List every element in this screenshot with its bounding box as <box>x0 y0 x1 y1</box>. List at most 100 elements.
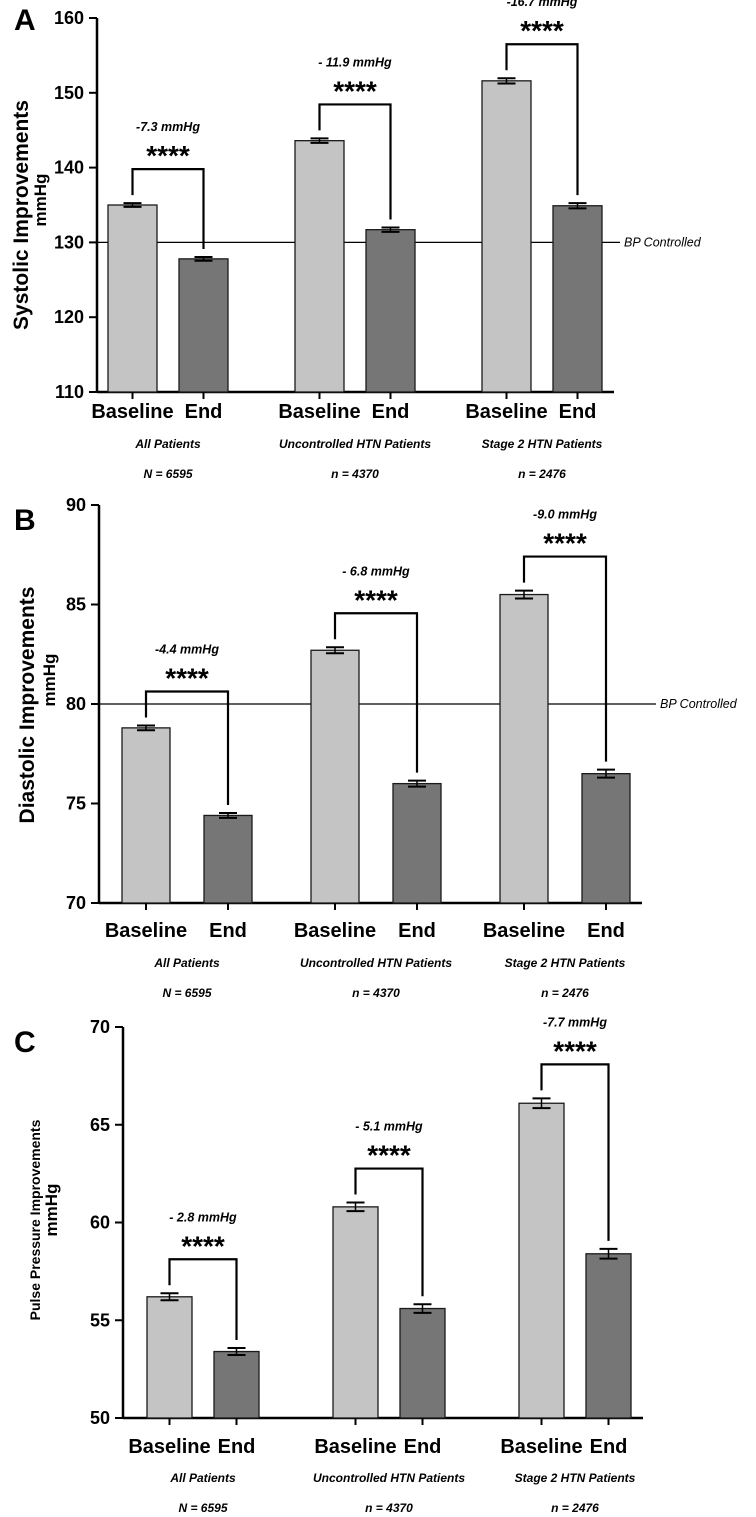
x-category-label: Baseline <box>465 401 547 423</box>
end-bar <box>178 258 229 393</box>
end-bar <box>203 814 253 904</box>
delta-label: - 11.9 mmHg <box>318 55 392 69</box>
significance-bracket <box>354 1167 424 1297</box>
baseline-bar <box>310 649 360 904</box>
end-bar <box>399 1307 446 1419</box>
significance-stars: **** <box>146 140 190 171</box>
baseline-bar <box>518 1102 565 1419</box>
x-category-label: End <box>209 920 247 942</box>
reference-line-label: BP Controlled <box>660 697 738 711</box>
x-category-label: End <box>218 1436 256 1458</box>
x-category-label: End <box>398 920 436 942</box>
error-bar <box>123 202 142 208</box>
delta-label: -7.7 mmHg <box>543 1015 607 1029</box>
error-bar <box>597 768 615 779</box>
bar-group: Baseline End **** - 5.1 mmHg Uncontrolled HT… <box>313 1120 465 1515</box>
y-tick-label: 80 <box>66 694 86 714</box>
y-tick-label: 65 <box>90 1115 110 1135</box>
delta-label: - 2.8 mmHg <box>169 1210 237 1224</box>
group-n-label: N = 6595 <box>178 1501 227 1515</box>
y-tick-label: 110 <box>55 382 84 402</box>
group-label: All Patients <box>153 956 220 970</box>
x-category-label: Baseline <box>483 920 565 942</box>
group-label: Stage 2 HTN Patients <box>482 437 603 451</box>
y-tick-label: 55 <box>90 1310 110 1330</box>
y-tick-label: 70 <box>90 1017 110 1037</box>
bar-group: Baseline End **** -7.7 mmHg Stage 2 HTN Pati… <box>500 1015 635 1515</box>
baseline-bar <box>481 80 532 393</box>
bar-group: Baseline End **** - 2.8 mmHg All Patients N =… <box>128 1210 260 1515</box>
bar-group: Baseline End **** -16.7 mmHg Stage 2 HTN Pat… <box>465 0 602 481</box>
significance-bracket <box>144 690 230 806</box>
group-n-label: n = 2476 <box>541 986 589 1000</box>
group-n-label: n = 4370 <box>331 467 379 481</box>
group-n-label: N = 6595 <box>162 986 211 1000</box>
x-category-label: End <box>587 920 625 942</box>
end-bar <box>392 782 442 904</box>
y-tick-label: 120 <box>54 307 84 327</box>
y-axis-unit: mmHg <box>42 1184 61 1237</box>
significance-stars: **** <box>543 528 587 559</box>
y-axis-unit: mmHg <box>40 654 59 707</box>
error-bar <box>194 255 213 262</box>
x-category-label: End <box>372 401 410 423</box>
significance-stars: **** <box>354 584 398 615</box>
panel-letter: B <box>14 504 36 537</box>
group-n-label: n = 4370 <box>352 986 400 1000</box>
significance-stars: **** <box>367 1140 411 1171</box>
y-tick-label: 75 <box>66 794 86 814</box>
error-bar <box>568 202 587 210</box>
error-bar <box>599 1247 618 1260</box>
error-bar <box>326 646 344 655</box>
group-label: All Patients <box>134 437 201 451</box>
significance-bracket <box>333 612 419 773</box>
delta-label: - 6.8 mmHg <box>342 564 410 578</box>
x-category-label: End <box>559 401 597 423</box>
x-category-label: Baseline <box>314 1436 396 1458</box>
error-bar <box>408 779 426 788</box>
x-category-label: Baseline <box>105 920 187 942</box>
significance-stars: **** <box>520 15 564 46</box>
end-bar <box>581 773 631 904</box>
panel-c: C Pulse Pressure Improvements mmHg 50 55 60 65… <box>14 1015 643 1515</box>
baseline-bar <box>121 727 171 904</box>
x-category-label: End <box>590 1436 628 1458</box>
x-category-label: Baseline <box>128 1436 210 1458</box>
group-label: Uncontrolled HTN Patients <box>279 437 431 451</box>
x-category-label: Baseline <box>500 1436 582 1458</box>
delta-label: -9.0 mmHg <box>533 508 597 522</box>
end-bar <box>585 1253 632 1419</box>
group-label: Uncontrolled HTN Patients <box>300 956 452 970</box>
baseline-bar <box>499 593 549 904</box>
x-category-label: Baseline <box>91 401 173 423</box>
group-n-label: n = 2476 <box>518 467 566 481</box>
y-tick-label: 90 <box>66 495 86 515</box>
error-bar <box>160 1292 179 1302</box>
error-bar <box>532 1097 551 1110</box>
y-tick-label: 150 <box>54 83 84 103</box>
significance-stars: **** <box>553 1035 597 1066</box>
significance-bracket <box>131 168 205 249</box>
significance-stars: **** <box>333 75 377 106</box>
delta-label: -4.4 mmHg <box>155 642 219 656</box>
y-axis-title: Diastolic Improvements <box>16 587 39 824</box>
group-n-label: n = 4370 <box>365 1501 413 1515</box>
significance-bracket <box>522 555 608 762</box>
x-category-label: Baseline <box>294 920 376 942</box>
group-label: All Patients <box>169 1471 236 1485</box>
error-bar <box>497 77 516 85</box>
error-bar <box>227 1347 246 1357</box>
significance-bracket <box>505 43 579 196</box>
significance-bracket <box>168 1258 238 1341</box>
y-tick-label: 85 <box>66 595 86 615</box>
end-bar <box>365 229 416 393</box>
x-category-label: End <box>404 1436 442 1458</box>
y-axis-unit: mmHg <box>31 174 50 227</box>
x-category-label: End <box>185 401 223 423</box>
bar-group: Baseline End **** -4.4 mmHg All Patients N = … <box>105 642 253 1000</box>
x-category-label: Baseline <box>278 401 360 423</box>
bar-group: Baseline End **** - 11.9 mmHg Uncontrolled H… <box>278 55 431 481</box>
baseline-bar <box>107 204 158 393</box>
